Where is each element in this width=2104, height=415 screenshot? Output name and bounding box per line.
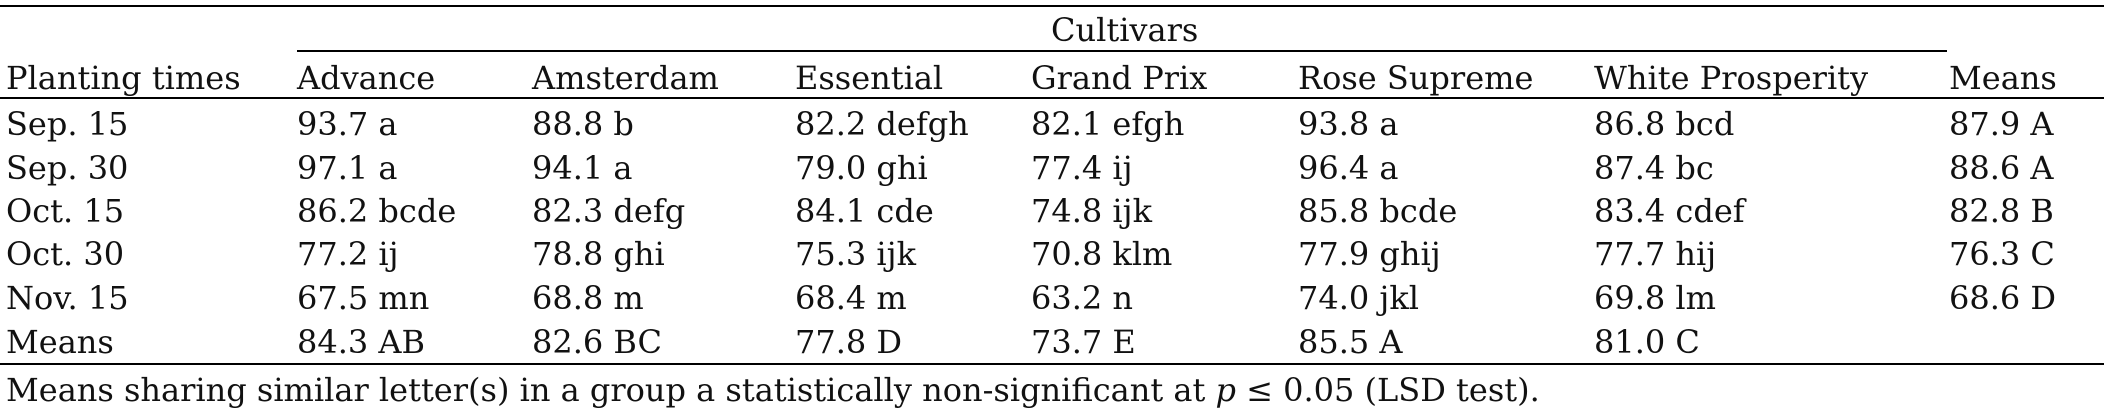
cell-grand-prix: 70.8 klm bbox=[1031, 235, 1173, 273]
group-header-underline bbox=[297, 50, 1947, 52]
col-header-advance: Advance bbox=[297, 59, 436, 97]
cell-essential: 79.0 ghi bbox=[795, 149, 928, 187]
cell-advance: 93.7 a bbox=[297, 105, 398, 143]
cell-amsterdam: 88.8 b bbox=[532, 105, 634, 143]
cell-amsterdam: 82.3 defg bbox=[532, 192, 686, 230]
cell-planting-time: Sep. 30 bbox=[6, 149, 129, 187]
cell-planting-time: Means bbox=[6, 323, 114, 361]
cell-amsterdam: 78.8 ghi bbox=[532, 235, 665, 273]
cell-white-prosperity: 77.7 hij bbox=[1594, 235, 1717, 273]
cell-advance: 77.2 ij bbox=[297, 235, 399, 273]
col-header-rose-supreme: Rose Supreme bbox=[1298, 59, 1534, 97]
footnote-p-symbol: p bbox=[1215, 371, 1236, 409]
cell-essential: 75.3 ijk bbox=[795, 235, 916, 273]
top-rule bbox=[0, 5, 2104, 7]
cell-means: 68.6 D bbox=[1949, 279, 2057, 317]
cell-means: 88.6 A bbox=[1949, 149, 2054, 187]
cell-amsterdam: 94.1 a bbox=[532, 149, 633, 187]
cell-white-prosperity: 87.4 bc bbox=[1594, 149, 1714, 187]
cell-means: 76.3 C bbox=[1949, 235, 2055, 273]
cell-white-prosperity: 81.0 C bbox=[1594, 323, 1700, 361]
group-header-cultivars: Cultivars bbox=[1051, 11, 1199, 49]
cell-rose-supreme: 85.8 bcde bbox=[1298, 192, 1458, 230]
col-header-planting-times: Planting times bbox=[6, 59, 241, 97]
cell-advance: 86.2 bcde bbox=[297, 192, 457, 230]
cell-amsterdam: 82.6 BC bbox=[532, 323, 663, 361]
footnote-text-before: Means sharing similar letter(s) in a gro… bbox=[6, 371, 1216, 409]
header-rule bbox=[0, 97, 2104, 99]
cell-white-prosperity: 83.4 cdef bbox=[1594, 192, 1745, 230]
cell-essential: 68.4 m bbox=[795, 279, 907, 317]
table-footnote: Means sharing similar letter(s) in a gro… bbox=[6, 374, 1540, 406]
cell-rose-supreme: 74.0 jkl bbox=[1298, 279, 1419, 317]
cell-advance: 97.1 a bbox=[297, 149, 398, 187]
bottom-rule bbox=[0, 363, 2104, 365]
cell-planting-time: Oct. 15 bbox=[6, 192, 125, 230]
col-header-essential: Essential bbox=[795, 59, 944, 97]
cell-rose-supreme: 85.5 A bbox=[1298, 323, 1403, 361]
cell-planting-time: Oct. 30 bbox=[6, 235, 125, 273]
cell-white-prosperity: 86.8 bcd bbox=[1594, 105, 1735, 143]
cell-essential: 82.2 defgh bbox=[795, 105, 969, 143]
cell-planting-time: Nov. 15 bbox=[6, 279, 129, 317]
col-header-grand-prix: Grand Prix bbox=[1031, 59, 1208, 97]
cell-essential: 84.1 cde bbox=[795, 192, 934, 230]
cell-essential: 77.8 D bbox=[795, 323, 903, 361]
cell-rose-supreme: 93.8 a bbox=[1298, 105, 1399, 143]
cell-advance: 67.5 mn bbox=[297, 279, 430, 317]
cell-grand-prix: 74.8 ijk bbox=[1031, 192, 1152, 230]
cell-grand-prix: 73.7 E bbox=[1031, 323, 1136, 361]
footnote-text-after: ≤ 0.05 (LSD test). bbox=[1235, 371, 1540, 409]
cell-advance: 84.3 AB bbox=[297, 323, 426, 361]
cell-planting-time: Sep. 15 bbox=[6, 105, 129, 143]
cell-means: 87.9 A bbox=[1949, 105, 2054, 143]
cell-rose-supreme: 96.4 a bbox=[1298, 149, 1399, 187]
cell-amsterdam: 68.8 m bbox=[532, 279, 644, 317]
cell-white-prosperity: 69.8 lm bbox=[1594, 279, 1716, 317]
col-header-amsterdam: Amsterdam bbox=[532, 59, 719, 97]
cell-means: 82.8 B bbox=[1949, 192, 2054, 230]
cell-grand-prix: 77.4 ij bbox=[1031, 149, 1133, 187]
col-header-white-prosperity: White Prosperity bbox=[1594, 59, 1869, 97]
cell-rose-supreme: 77.9 ghij bbox=[1298, 235, 1441, 273]
cell-grand-prix: 82.1 efgh bbox=[1031, 105, 1185, 143]
cell-grand-prix: 63.2 n bbox=[1031, 279, 1134, 317]
col-header-means: Means bbox=[1949, 59, 2057, 97]
